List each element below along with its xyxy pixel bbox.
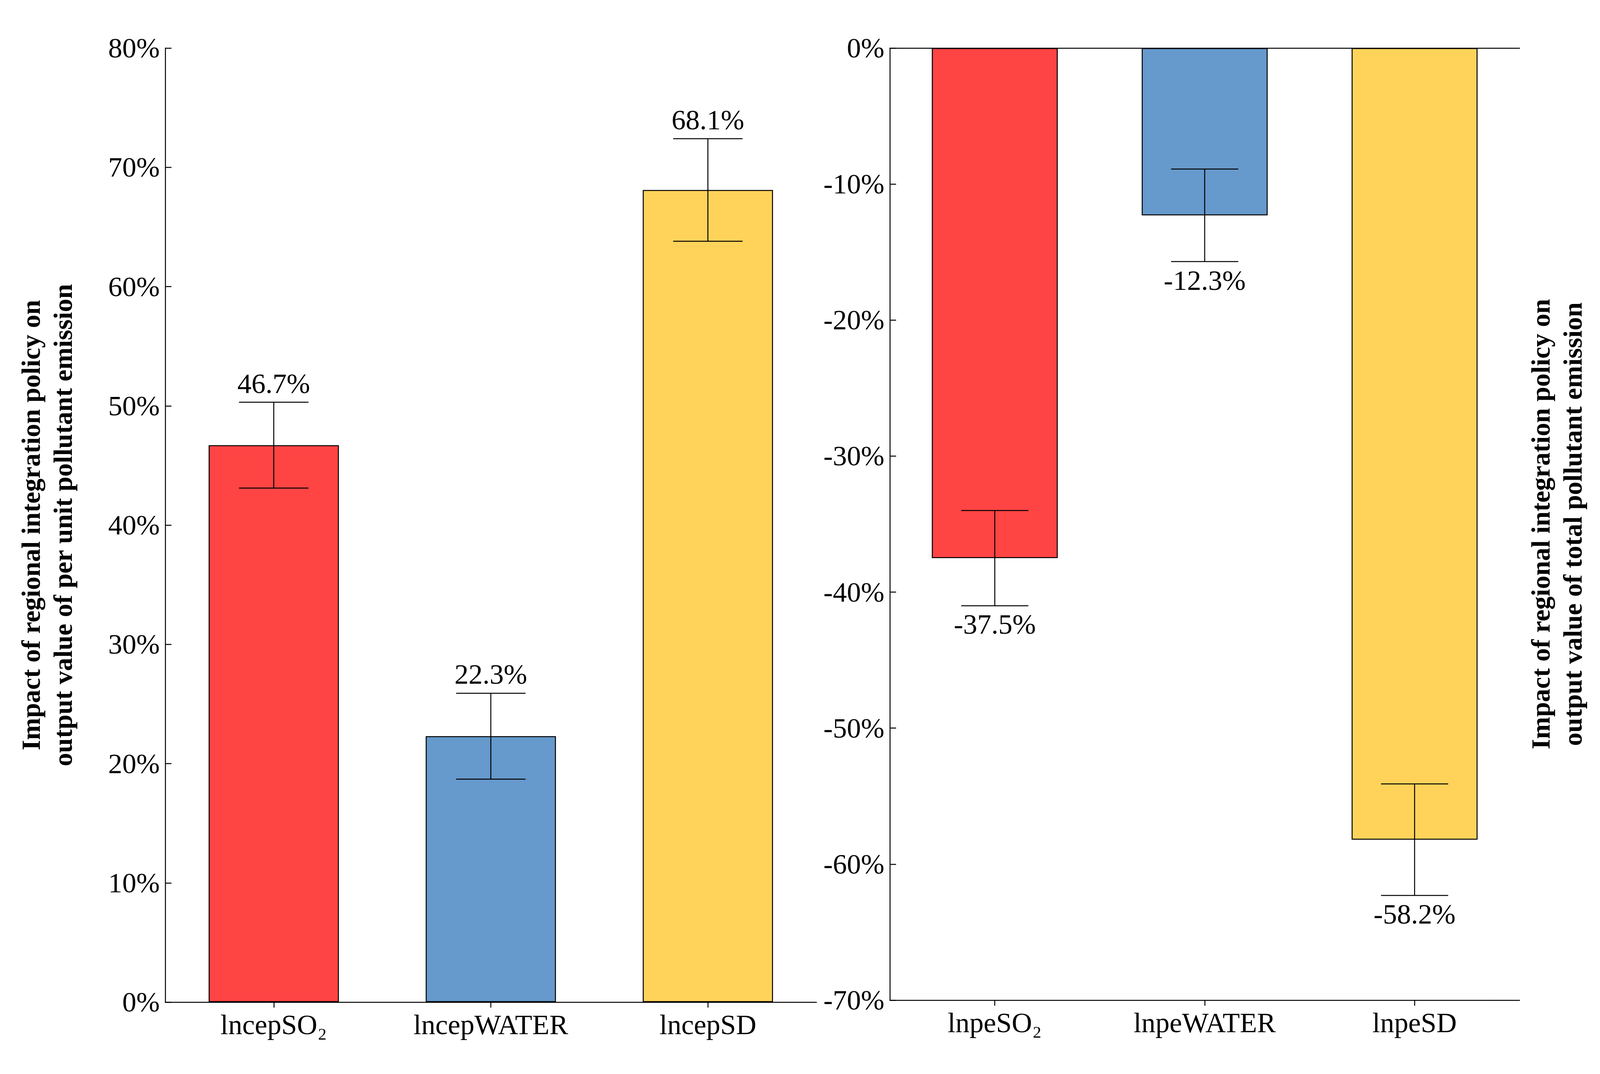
svg-text:lncepWATER: lncepWATER (413, 1008, 569, 1041)
svg-text:-70%: -70% (823, 984, 885, 1016)
svg-text:10%: 10% (108, 867, 160, 899)
svg-text:-60%: -60% (823, 848, 885, 880)
svg-text:-37.5%: -37.5% (953, 608, 1036, 640)
svg-text:lnpeWATER: lnpeWATER (1133, 1007, 1276, 1039)
svg-text:-50%: -50% (823, 712, 885, 744)
svg-text:output value of total pollutan: output value of total pollutant emission (1557, 302, 1588, 746)
svg-text:40%: 40% (108, 509, 160, 541)
svg-text:22.3%: 22.3% (454, 658, 528, 690)
svg-text:70%: 70% (108, 151, 160, 183)
svg-text:output value of per unit pollu: output value of per unit pollutant emiss… (48, 283, 78, 767)
svg-text:60%: 60% (108, 271, 160, 303)
svg-text:-30%: -30% (823, 440, 885, 472)
svg-text:Impact of regional integration: Impact of regional integration policy on (1525, 298, 1556, 750)
svg-text:-10%: -10% (823, 168, 885, 200)
svg-text:lncepSD: lncepSD (659, 1008, 757, 1041)
svg-text:lnpeSD: lnpeSD (1372, 1007, 1457, 1039)
svg-text:50%: 50% (108, 390, 160, 422)
svg-text:-12.3%: -12.3% (1163, 264, 1246, 297)
svg-text:-40%: -40% (823, 576, 885, 608)
svg-text:-20%: -20% (823, 304, 885, 336)
svg-text:0%: 0% (846, 32, 885, 64)
svg-text:Impact of regional integration: Impact of regional integration policy on (16, 300, 46, 751)
svg-text:-58.2%: -58.2% (1373, 898, 1456, 930)
svg-text:0%: 0% (122, 986, 160, 1018)
svg-text:lncepSO₂: lncepSO₂ (220, 1008, 327, 1041)
svg-text:46.7%: 46.7% (237, 367, 311, 400)
svg-text:30%: 30% (108, 628, 160, 660)
svg-text:80%: 80% (108, 32, 160, 64)
svg-text:lnpeSO₂: lnpeSO₂ (947, 1007, 1042, 1039)
svg-text:68.1%: 68.1% (671, 104, 745, 136)
svg-text:20%: 20% (108, 748, 160, 780)
